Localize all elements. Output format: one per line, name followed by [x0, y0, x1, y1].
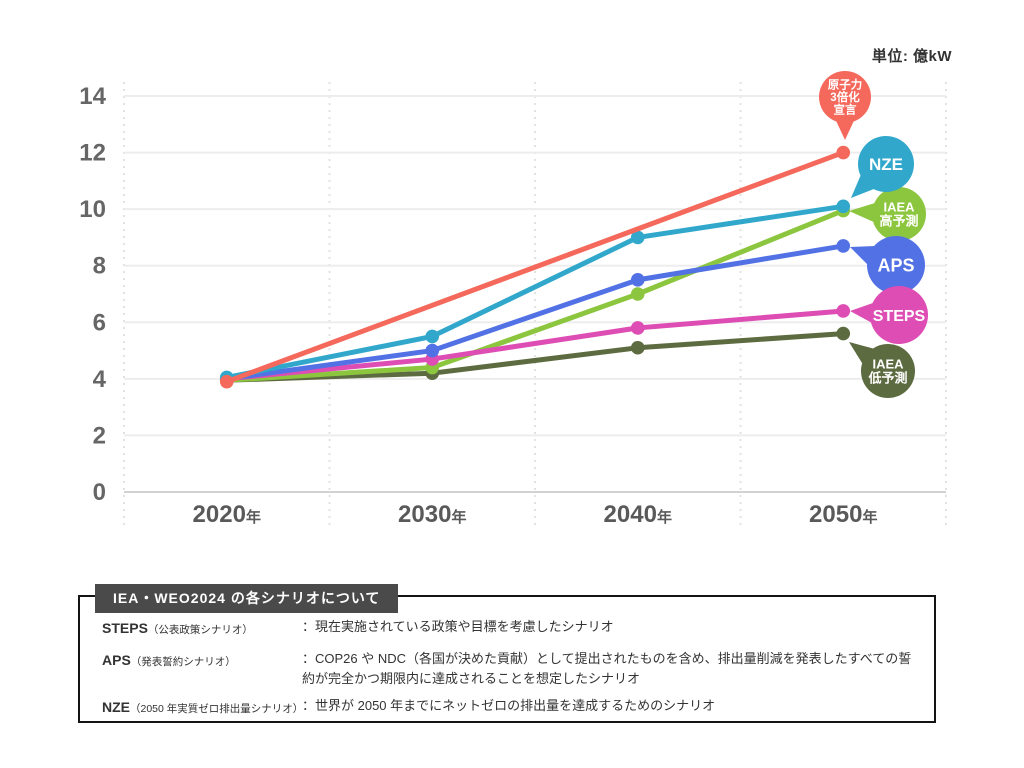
legend-rows: STEPS（公表政策シナリオ） ：現在実施されている政策や目標を考慮したシナリオ…	[80, 597, 934, 736]
data-point-aps	[630, 273, 645, 287]
bubble-label-iaea-high: IAEA 高予測	[879, 200, 918, 229]
series-line-steps	[224, 308, 846, 382]
y-tick-label: 0	[93, 479, 106, 506]
legend-desc-aps: ：COP26 や NDC（各国が決めた貢献）として提出されたものを含め、排出量削…	[302, 651, 912, 686]
x-tick-label: 2030年	[398, 501, 466, 528]
x-tick-label: 2020年	[193, 501, 261, 528]
x-tick-label: 2050年	[809, 501, 877, 528]
data-point-steps	[630, 321, 645, 335]
legend-paren-aps: （発表誓約シナリオ）	[130, 656, 236, 668]
legend-desc-nze: ：世界が 2050 年までにネットゼロの排出量を達成するためのシナリオ	[302, 698, 716, 713]
data-point-nze	[425, 329, 440, 344]
y-tick-label: 12	[79, 140, 106, 167]
legend-term-steps: STEPS（公表政策シナリオ）	[102, 617, 302, 641]
bubble-label-nze: NZE	[869, 155, 903, 174]
data-point-iaea-high	[630, 287, 645, 301]
legend-title: IEA・WEO2024 の各シナリオについて	[95, 584, 399, 613]
bubble-tail-steps	[850, 301, 877, 325]
series-line-aps	[224, 243, 846, 382]
bubble-label-aps: APS	[877, 255, 914, 275]
label-bubble-nuclear-tripling: 原子力 3倍化宣言	[819, 71, 871, 140]
legend-row-aps: APS（発表誓約シナリオ） ：COP26 や NDC（各国が決めた貢献）として提…	[102, 649, 922, 688]
x-tick-label: 2040年	[604, 501, 672, 528]
y-tick-label: 10	[79, 196, 106, 223]
series-nuclear-tripling	[219, 145, 851, 389]
data-point-iaea-low	[836, 326, 851, 341]
series-line-nze	[224, 203, 846, 380]
scenario-legend-box: IEA・WEO2024 の各シナリオについて STEPS（公表政策シナリオ） ：…	[78, 584, 936, 723]
data-point-aps	[836, 239, 851, 253]
bubble-tail-nze	[851, 171, 878, 198]
series-line-iaea-low	[224, 331, 846, 383]
bubble-circle-aps	[867, 236, 925, 294]
bubble-tail-iaea-low	[849, 342, 877, 367]
legend-term-aps: APS（発表誓約シナリオ）	[102, 649, 302, 673]
unit-label: 単位: 億kW	[871, 48, 952, 65]
bubble-tail-iaea-high	[849, 202, 878, 224]
bubble-circle-iaea-low	[861, 344, 915, 398]
legend-desc-steps: ：現在実施されている政策や目標を考慮したシナリオ	[302, 619, 614, 634]
legend-paren-nze: （2050 年実質ゼロ排出量シナリオ）	[130, 703, 304, 715]
y-tick-label: 4	[93, 366, 107, 393]
y-tick-label: 6	[93, 309, 106, 336]
data-point-nze	[836, 199, 851, 214]
label-bubble-nze: NZE	[851, 136, 914, 198]
label-bubble-aps: APS	[850, 236, 925, 294]
bubble-label-steps: STEPS	[873, 308, 926, 325]
bubble-circle-nze	[858, 136, 914, 192]
bubble-label-nuclear-tripling: 原子力 3倍化宣言	[828, 78, 863, 117]
label-bubble-iaea-high: IAEA 高予測	[849, 187, 926, 241]
bubble-circle-steps	[870, 286, 928, 344]
legend-row-nze: NZE（2050 年実質ゼロ排出量シナリオ） ：世界が 2050 年までにネット…	[102, 696, 922, 720]
legend-paren-steps: （公表政策シナリオ）	[147, 624, 253, 636]
series-line-nuclear-tripling	[224, 150, 846, 385]
nuclear-capacity-line-chart: 0 2 4 6 8 10 12 14 2020年 2030年 2040年 2050年 原子力 3倍化宣言 I…	[79, 71, 947, 528]
bubble-label-iaea-low: IAEA 低予測	[867, 357, 907, 386]
legend-term-nze: NZE（2050 年実質ゼロ排出量シナリオ）	[102, 696, 304, 720]
bubble-circle-nuclear-tripling	[819, 71, 871, 123]
y-tick-label: 2	[93, 422, 106, 449]
data-point-iaea-low	[630, 340, 645, 355]
y-tick-label: 14	[79, 83, 106, 110]
series-line-iaea-high	[224, 208, 846, 383]
data-point-nuclear-tripling	[219, 374, 234, 389]
legend-acronym-nze: NZE	[102, 699, 130, 715]
y-tick-label: 8	[93, 253, 106, 280]
label-bubble-iaea-low: IAEA 低予測	[849, 342, 915, 398]
data-point-aps	[425, 343, 440, 358]
legend-acronym-aps: APS	[102, 652, 131, 668]
data-point-nuclear-tripling	[836, 145, 851, 160]
series-nze	[219, 199, 851, 385]
bubble-tail-nuclear-tripling	[834, 118, 856, 140]
data-point-nze	[630, 230, 645, 245]
label-bubble-steps: STEPS	[850, 286, 928, 344]
legend-acronym-steps: STEPS	[102, 620, 148, 636]
data-point-steps	[836, 304, 851, 318]
bubble-circle-iaea-high	[872, 187, 926, 241]
legend-row-steps: STEPS（公表政策シナリオ） ：現在実施されている政策や目標を考慮したシナリオ	[102, 617, 922, 641]
